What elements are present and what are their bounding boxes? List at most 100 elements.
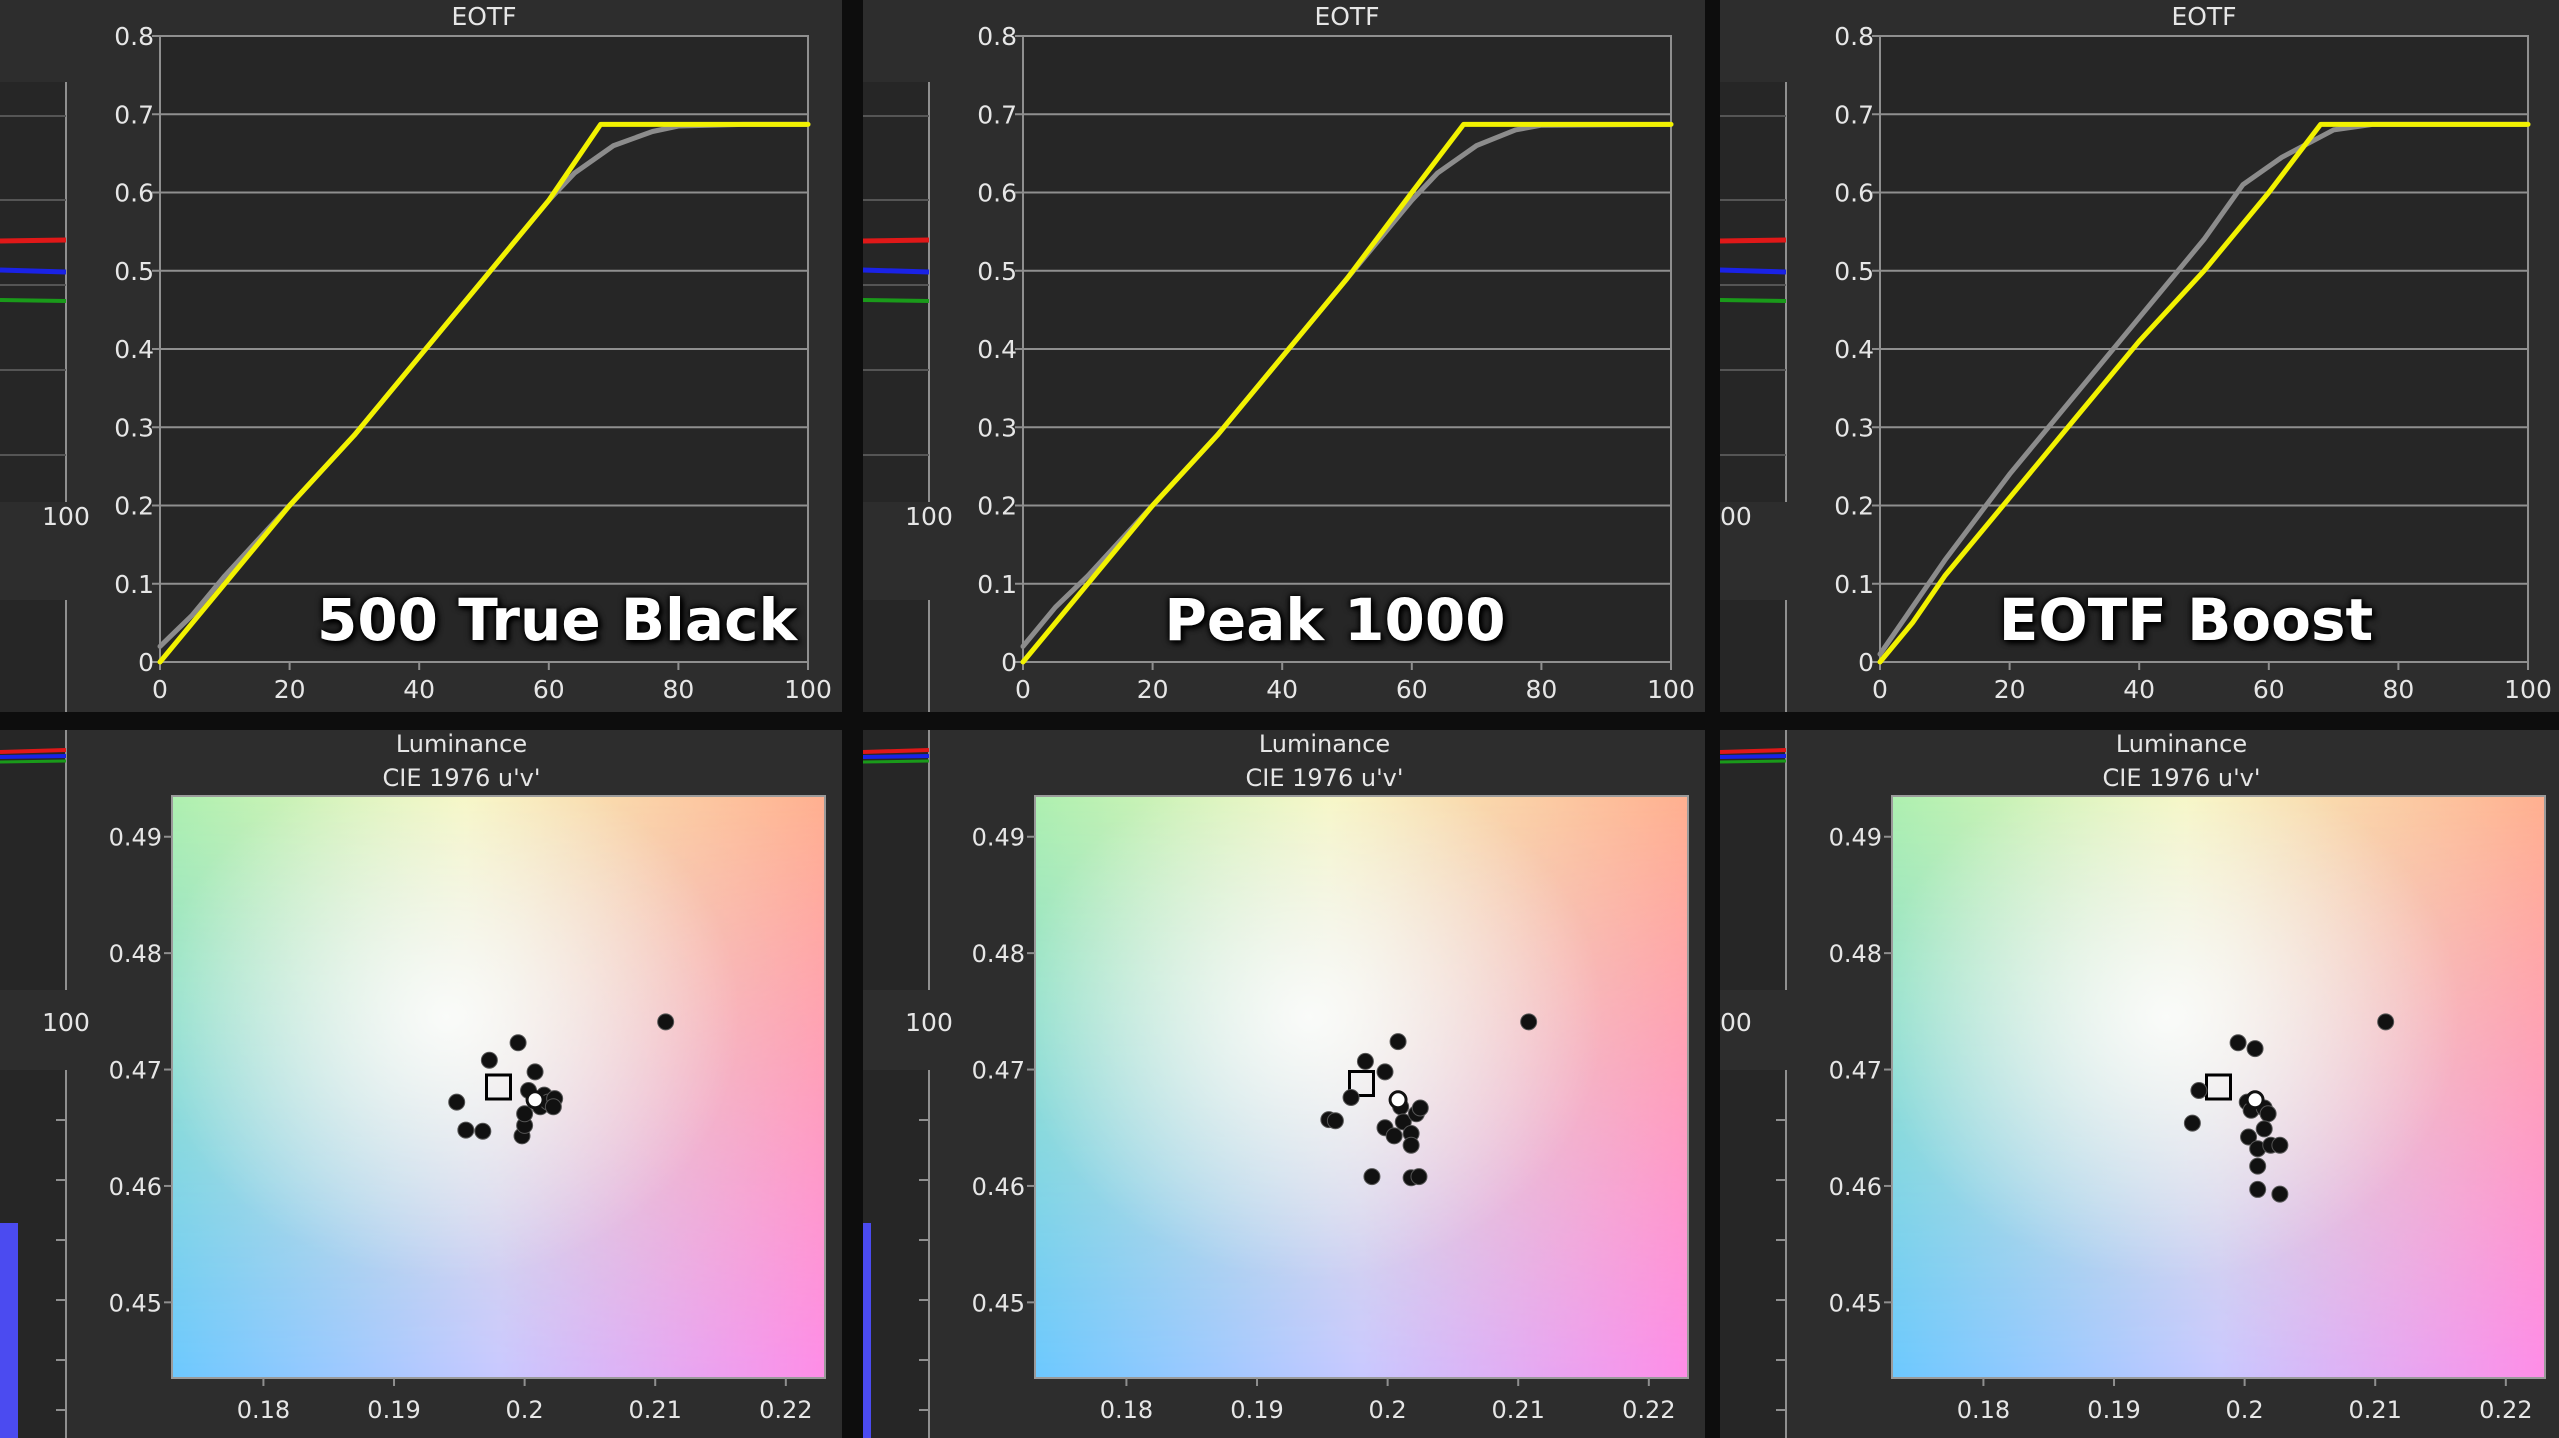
measured-point — [2249, 1180, 2267, 1198]
measured-point — [1410, 1168, 1428, 1186]
chart-title: EOTF — [2171, 2, 2236, 31]
y-tick-label: 0.4 — [114, 335, 154, 364]
y-tick-label: 0.46 — [1829, 1173, 1882, 1201]
measured-point — [1326, 1112, 1344, 1130]
x-tick-label: 0.19 — [2087, 1396, 2140, 1424]
measured-eotf-line — [1877, 121, 2531, 665]
measured-point — [2190, 1081, 2208, 1099]
cie-chart-2: 100 Luminance CIE 1976 u'v' 0.45 0.46 0.47 0.4… — [863, 730, 1689, 1438]
y-tick-label: 0.2 — [1834, 492, 1874, 521]
left-fragment-bar — [0, 1223, 18, 1438]
y-tick-label: 0.3 — [1834, 413, 1874, 442]
left-fragment-plot-lower — [1720, 600, 1786, 712]
target-square — [485, 1073, 512, 1101]
chart-title: EOTF — [451, 2, 516, 31]
eotf-chart-500-true-black: 100 EOTF 0 0.1 0.2 0.3 0.4 0.5 0.6 0.7 0.8 0 20 40 60 8… — [0, 2, 832, 712]
left-fragment-plot-lower — [1720, 1070, 1786, 1438]
left-fragment-tick-label: 00 — [1720, 502, 1752, 531]
left-fragment-green-line — [0, 759, 67, 764]
measured-point — [474, 1122, 492, 1140]
eotf-chart-peak-1000: 100 EOTF 0 0.1 0.2 0.3 0.4 0.5 0.6 0.7 0.8 0 20 40 60 8… — [863, 2, 1695, 712]
y-tick-label: 0.47 — [109, 1057, 162, 1085]
left-fragment-tick-label: 100 — [905, 502, 953, 531]
x-tick-label: 0 — [152, 675, 168, 704]
white-point-marker — [525, 1090, 545, 1110]
y-tick-label: 0.47 — [1829, 1057, 1882, 1085]
x-tick-label: 0.18 — [1100, 1396, 1153, 1424]
x-tick-label: 0.21 — [1492, 1396, 1545, 1424]
y-tick-label: 0.3 — [977, 413, 1017, 442]
left-fragment-green-line — [863, 759, 930, 764]
x-tick-label: 100 — [784, 675, 832, 704]
left-fragment-blue-line — [863, 754, 930, 759]
y-tick-label: 0.3 — [114, 413, 154, 442]
plot-border — [171, 795, 826, 1379]
x-tick-label: 40 — [403, 675, 435, 704]
left-fragment-red-line — [0, 748, 67, 754]
y-tick-label: 0.5 — [977, 257, 1017, 286]
chart-subtitle: CIE 1976 u'v' — [2103, 764, 2261, 792]
x-tick-label: 80 — [1525, 675, 1557, 704]
mode-label: Peak 1000 — [1164, 586, 1506, 654]
measured-point — [1394, 1113, 1412, 1131]
chromaticity-white-glow — [1035, 796, 1688, 1378]
chart-title: Luminance — [396, 730, 527, 758]
target-eotf-line — [1877, 121, 2531, 657]
measured-point — [1356, 1052, 1374, 1070]
y-tick-label: 0.1 — [977, 570, 1017, 599]
x-tick-label: 0.18 — [237, 1396, 290, 1424]
y-tick-label: 0.48 — [1829, 940, 1882, 968]
left-fragment-green-line — [1720, 759, 1787, 764]
y-tick-label: 0.4 — [977, 335, 1017, 364]
x-tick-label: 0.21 — [2349, 1396, 2402, 1424]
left-fragment-green-line — [1720, 298, 1787, 303]
measured-eotf-line — [1020, 121, 1674, 665]
x-tick-label: 60 — [533, 675, 565, 704]
x-tick-label: 0.22 — [759, 1396, 812, 1424]
white-point-marker — [2245, 1090, 2265, 1110]
left-fragment-blue-line — [863, 267, 930, 275]
measured-point — [2240, 1128, 2258, 1146]
left-fragment-red-line — [863, 237, 930, 244]
y-tick-label: 0.8 — [114, 22, 154, 51]
chromaticity-white-glow — [172, 796, 825, 1378]
left-fragment-bar — [863, 1223, 871, 1438]
measured-point — [2271, 1185, 2289, 1203]
y-tick-label: 0.49 — [109, 824, 162, 852]
y-tick-label: 0 — [1858, 648, 1874, 677]
x-tick-label: 40 — [2123, 675, 2155, 704]
y-tick-label: 0.7 — [977, 100, 1017, 129]
left-fragment-green-line — [863, 298, 930, 303]
y-tick-label: 0.7 — [114, 100, 154, 129]
measured-point — [509, 1034, 527, 1052]
x-tick-label: 60 — [2253, 675, 2285, 704]
measured-point — [2229, 1034, 2247, 1052]
chromaticity-white-glow — [1892, 796, 2545, 1378]
measured-point — [2259, 1105, 2277, 1123]
plot-border — [1034, 795, 1689, 1379]
cie-panel-3: 00 Luminance CIE 1976 u'v' 0.45 0.46 0.47 0.48… — [1720, 730, 2559, 1438]
measured-point — [1389, 1033, 1407, 1051]
cie-chart-3: 00 Luminance CIE 1976 u'v' 0.45 0.46 0.47 0.48… — [1720, 730, 2546, 1438]
measured-point — [2246, 1040, 2264, 1058]
y-tick-label: 0.2 — [977, 492, 1017, 521]
left-fragment-plot-lower — [0, 600, 66, 712]
y-tick-label: 0.8 — [1834, 22, 1874, 51]
x-tick-label: 0.19 — [1230, 1396, 1283, 1424]
left-fragment-plot — [1720, 82, 1786, 502]
left-fragment-tick-label: 00 — [1720, 1008, 1752, 1037]
x-tick-label: 80 — [662, 675, 694, 704]
chart-subtitle: CIE 1976 u'v' — [383, 764, 541, 792]
y-tick-label: 0.8 — [977, 22, 1017, 51]
left-fragment-plot — [1720, 730, 1786, 990]
left-fragment-red-line — [863, 748, 930, 754]
chart-title: EOTF — [1314, 2, 1379, 31]
y-tick-label: 0.45 — [109, 1289, 162, 1317]
chart-title: Luminance — [2116, 730, 2247, 758]
measured-point — [448, 1093, 466, 1111]
measured-point — [544, 1098, 562, 1116]
x-tick-label: 20 — [1994, 675, 2026, 704]
x-tick-label: 20 — [274, 675, 306, 704]
left-fragment-plot — [863, 82, 929, 502]
measured-point — [457, 1121, 475, 1139]
